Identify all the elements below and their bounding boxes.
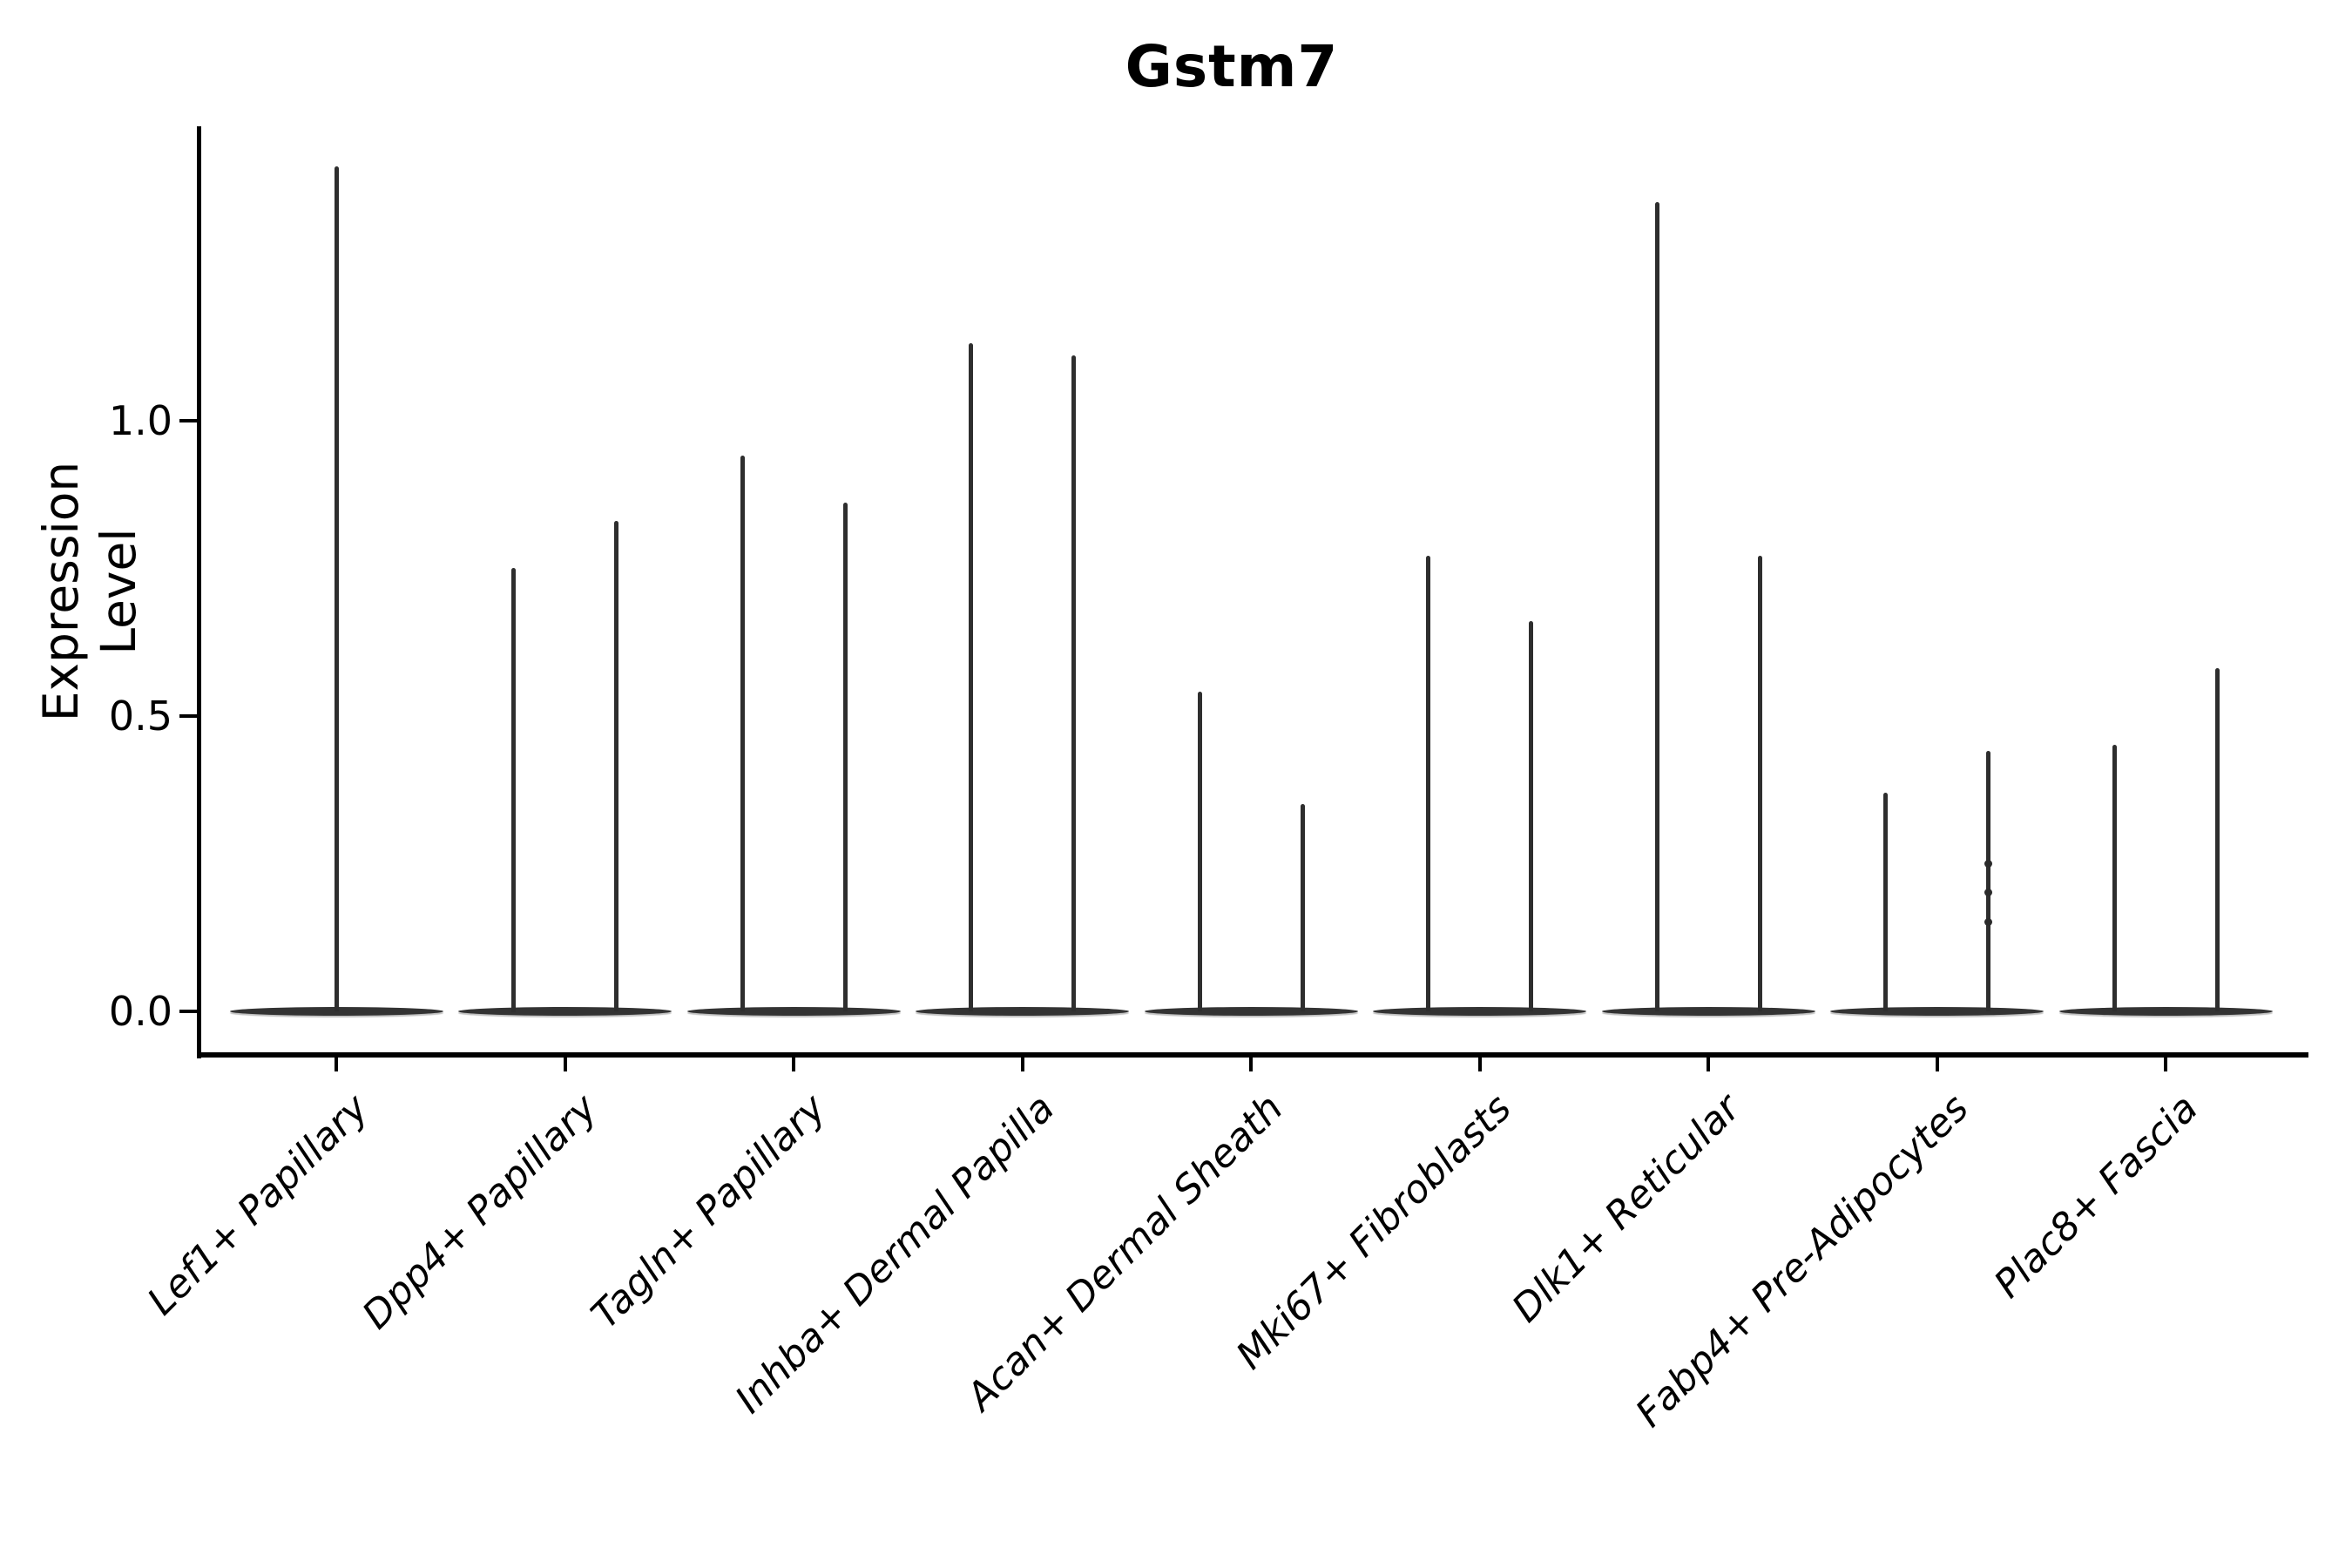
- violin-stem: [2214, 668, 2220, 1012]
- y-tick-label: 0.5: [108, 692, 172, 740]
- x-tick: [792, 1058, 795, 1071]
- x-tick: [335, 1058, 338, 1071]
- violin-base: [458, 1006, 672, 1016]
- x-tick: [1935, 1058, 1939, 1071]
- violin-stem: [1529, 621, 1533, 1012]
- violin-stem: [1426, 556, 1430, 1012]
- x-tick: [563, 1058, 567, 1071]
- chart-title: Gstm7: [1125, 33, 1339, 100]
- y-tick-label: 0.0: [108, 987, 172, 1035]
- x-tick-label: Lef1+ Papillary: [139, 1085, 377, 1324]
- x-tick: [2164, 1058, 2167, 1071]
- y-axis-spine: [197, 126, 201, 1058]
- violin-stem: [2112, 745, 2117, 1012]
- violin-stem: [1197, 692, 1202, 1012]
- y-tick: [179, 713, 197, 718]
- y-tick: [179, 1009, 197, 1013]
- violin-stem: [1071, 355, 1076, 1012]
- y-tick: [179, 418, 197, 422]
- x-tick: [1249, 1058, 1253, 1071]
- violin-base: [686, 1006, 901, 1016]
- x-tick-label: Dpp4+ Papillary: [354, 1085, 606, 1338]
- violin-base: [2058, 1006, 2273, 1016]
- x-tick: [1477, 1058, 1482, 1071]
- x-tick: [1707, 1058, 1710, 1071]
- jitter-dot: [1984, 889, 1992, 897]
- violin-base: [1144, 1006, 1358, 1016]
- violin-stem: [1757, 556, 1762, 1012]
- violin-stem: [842, 503, 848, 1012]
- violin-base: [1373, 1006, 1586, 1016]
- violin-stem: [740, 456, 745, 1012]
- violin-stem: [1654, 201, 1659, 1012]
- violin-stem: [511, 568, 516, 1012]
- violin-base: [1601, 1006, 1815, 1016]
- violin-stem: [1986, 751, 1990, 1012]
- violin-base: [1830, 1006, 2044, 1016]
- violin-base: [916, 1006, 1129, 1016]
- x-tick-label: Plac8+ Fascia: [1985, 1085, 2207, 1307]
- violin-stem: [334, 166, 339, 1012]
- jitter-dot: [1984, 859, 1992, 868]
- y-tick-label: 1.0: [108, 396, 172, 444]
- jitter-dot: [1984, 918, 1992, 927]
- x-tick-label: Dlk1+ Reticular: [1504, 1085, 1749, 1331]
- x-tick: [1020, 1058, 1024, 1071]
- violin-stem: [614, 520, 618, 1012]
- violin-stem: [1883, 792, 1888, 1012]
- violin-stem: [969, 343, 973, 1012]
- x-axis-spine: [197, 1052, 2308, 1058]
- violin-stem: [1300, 804, 1305, 1012]
- x-tick-label: Tagln+ Papillary: [582, 1085, 835, 1338]
